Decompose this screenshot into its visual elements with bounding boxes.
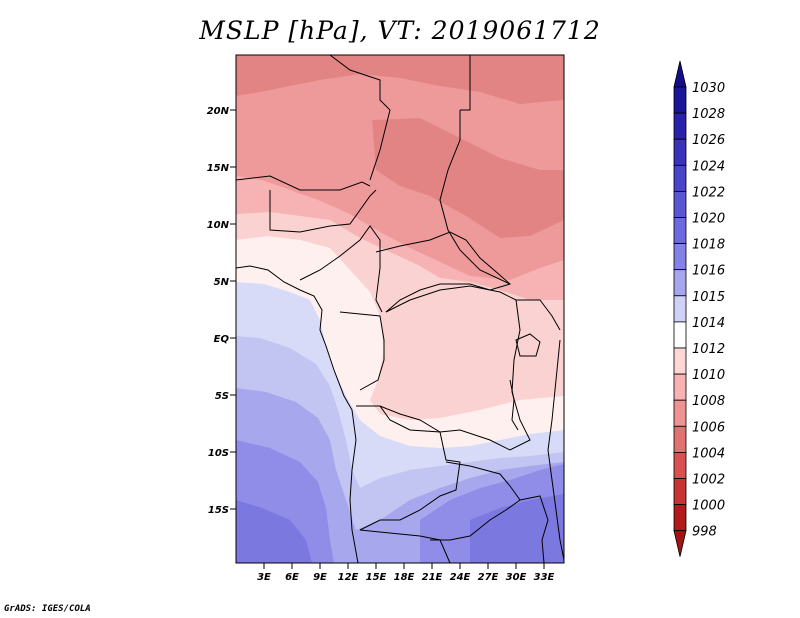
border-congo [339,311,385,391]
colorbar-label: 1028 [692,107,725,122]
country-borders [236,55,564,563]
colorbar-label: 1004 [692,446,725,461]
lat-axis: 20N 15N 10N 5N EQ 5S 10S 15S [207,106,236,516]
lon-label: 9E [313,572,327,583]
colorbar-top-arrow [673,60,687,88]
lon-label: 30E [506,572,527,583]
colorbar-segment [673,347,687,375]
border-sudan-chad [439,110,511,285]
colorbar-segment [673,478,687,506]
colorbar-label: 1030 [692,81,725,96]
lon-label: 18E [394,572,415,583]
colorbar-segment [673,243,687,271]
colorbar-label: 1024 [692,159,725,174]
colorbar-segment [673,138,687,166]
colorbar-label: 1018 [692,238,725,253]
colorbar-label: 1010 [692,368,725,383]
lon-label: 12E [338,572,359,583]
colorbar-segment [673,425,687,453]
lat-label: 10S [208,448,229,459]
colorbar: 1030 1028 1026 1024 1022 1020 1018 1016 1015 1014… [673,60,725,557]
lon-label: 15E [366,572,387,583]
pressure-band-1022b [470,494,564,563]
border-drc [360,285,531,451]
colorbar-segment [673,295,687,323]
lon-label: 3E [257,572,271,583]
border-cameroon [299,225,383,313]
border-uganda-kenya [516,299,561,331]
colorbar-label: 1006 [692,420,725,435]
border-zambia [430,461,521,541]
lat-label: 15N [207,163,230,174]
lat-label: 15S [208,505,229,516]
lake-tanganyika [509,379,519,431]
colorbar-segment [673,190,687,218]
lake-victoria [515,333,541,357]
colorbar-label: 1012 [692,342,725,357]
colorbar-segment [673,451,687,479]
lat-label: 5S [215,391,229,402]
colorbar-segment [673,321,687,349]
colorbar-segment [673,399,687,427]
colorbar-label: 1000 [692,499,725,514]
lat-label: 5N [214,277,230,288]
border-nigeria [269,189,377,233]
border-mozambique [519,495,549,563]
colorbar-label: 1014 [692,316,725,331]
pressure-band-1022 [236,500,312,563]
lon-label: 24E [450,572,471,583]
border-angola [356,405,461,531]
pressure-band-1006b [372,118,564,238]
border-niger-chad [236,175,371,191]
colorbar-segment [673,504,687,532]
border-libya-chad [329,55,391,181]
map-title: MSLP [hPa], VT: 2019061712 [199,16,601,45]
coastline-west [236,265,359,563]
colorbar-segment [673,164,687,192]
colorbar-segment [673,269,687,297]
colorbar-label: 1026 [692,133,725,148]
coastline-east [547,339,564,561]
pressure-band-1006 [236,55,564,104]
colorbar-label: 1002 [692,473,725,488]
colorbar-segment [673,217,687,245]
colorbar-segment [673,86,687,114]
colorbar-label: 1020 [692,212,725,227]
lon-label: 6E [285,572,299,583]
colorbar-segment [673,373,687,401]
colorbar-label: 1022 [692,185,725,200]
colorbar-label: 1016 [692,264,725,279]
lon-label: 33E [534,572,555,583]
map-frame [235,54,565,564]
lon-axis: 3E 6E 9E 12E 15E 18E 21E 24E 27E 30E 33E [257,563,555,583]
lat-label: 10N [207,220,230,231]
colorbar-label: 998 [692,525,717,540]
lon-label: 27E [478,572,499,583]
colorbar-label: 1015 [692,290,725,305]
border-car [375,231,512,313]
lon-label: 21E [422,572,443,583]
mslp-field [236,55,564,563]
colorbar-label: 1008 [692,394,725,409]
grads-credit: GrADS: IGES/COLA [4,604,91,614]
lat-label: EQ [214,334,230,345]
colorbar-bottom-arrow [673,530,687,557]
border-namibia [359,529,451,563]
lat-label: 20N [207,106,230,117]
border-libya-egypt [460,55,471,111]
colorbar-segment [673,112,687,140]
